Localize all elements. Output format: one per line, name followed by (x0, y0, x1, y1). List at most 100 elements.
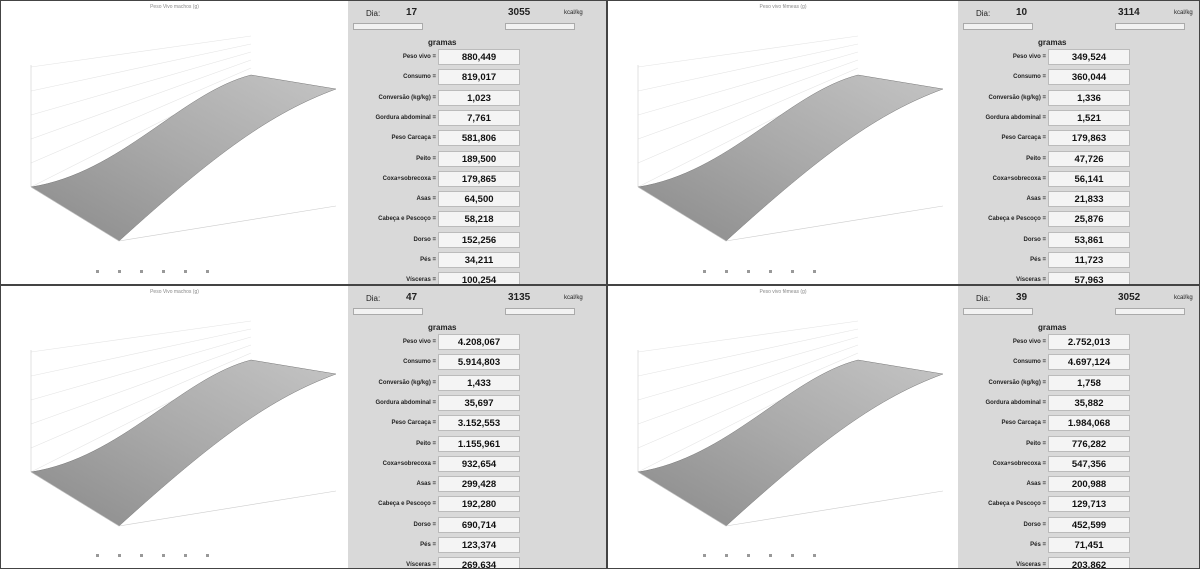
dia-value: 10 (1016, 7, 1028, 18)
chart-title: Peso Vivo machos (g) (150, 4, 199, 10)
grid-line (30, 51, 252, 116)
axis (637, 186, 727, 242)
field-label: Peso vivo = (1012, 339, 1046, 345)
legend-swatch (747, 270, 750, 273)
field-value: 152,256 (438, 231, 520, 248)
grid-line (30, 35, 252, 68)
field-value: 1,023 (438, 89, 520, 106)
chart-title: Peso Vivo machos (g) (150, 289, 199, 295)
field-label: Pés = (420, 257, 436, 263)
legend-swatch (96, 270, 99, 273)
grid-line (30, 336, 252, 401)
field-label: Peito = (1026, 155, 1046, 162)
grid-line (637, 35, 859, 68)
dia-slider[interactable] (353, 308, 423, 315)
field-value: 1,758 (1048, 374, 1130, 391)
surface (30, 359, 337, 527)
field-value: 4.208,067 (438, 334, 520, 350)
legend-swatch (162, 554, 165, 557)
chart-title: Peso vivo fêmeas (g) (759, 4, 807, 10)
dia-label: Dia: (366, 294, 381, 303)
kcal-slider[interactable] (505, 23, 575, 30)
surface-chart (637, 320, 944, 557)
grid-line (30, 328, 252, 377)
field-value: 64,500 (438, 191, 520, 208)
dia-slider[interactable] (963, 308, 1033, 315)
field-label: Pés = (420, 542, 436, 548)
field-label: Gordura abdominal = (985, 114, 1046, 121)
field-label: Asas = (416, 196, 436, 203)
grid-line (637, 51, 859, 116)
grid-line (30, 67, 252, 164)
legend-swatch (703, 554, 706, 557)
dia-slider[interactable] (353, 23, 423, 30)
field-label: Peso Carcaça = (1001, 420, 1046, 427)
axis (118, 490, 337, 527)
panel: Peso Vivo machos (g) Dia: 17 3055 kcal/kg gra… (0, 0, 607, 285)
field-label: Dorso = (413, 521, 436, 528)
field-value: 1.984,068 (1048, 415, 1130, 432)
grid-line (637, 344, 859, 425)
field-value: 35,697 (438, 394, 520, 411)
legend-swatch (703, 270, 706, 273)
legend-swatch (791, 270, 794, 273)
field-value: 7,761 (438, 109, 520, 126)
field-label: Vísceras = (406, 277, 436, 284)
form: Dia: 10 3114 kcal/kg gramas Peso vivo = 349,52… (958, 1, 1199, 284)
form: Dia: 39 3052 kcal/kg gramas Peso vivo = 2.752,… (958, 286, 1199, 568)
field-value: 100,254 (438, 272, 520, 284)
field-value: 547,356 (1048, 455, 1130, 472)
field-value: 269,634 (438, 557, 520, 568)
kcal-slider[interactable] (505, 308, 575, 315)
field-value: 776,282 (1048, 435, 1130, 452)
grid-line (30, 352, 252, 449)
field-label: Consumo = (1013, 359, 1046, 366)
field-value: 189,500 (438, 150, 520, 167)
field-label: Cabeça e Pescoço = (988, 501, 1046, 508)
field-value: 299,428 (438, 476, 520, 493)
dia-slider[interactable] (963, 23, 1033, 30)
kcal-unit: kcal/kg (564, 295, 583, 301)
legend-swatch (206, 554, 209, 557)
field-label: Dorso = (1023, 236, 1046, 243)
field-label: Conversão (kg/kg) = (988, 379, 1046, 386)
legend-swatch (206, 270, 209, 273)
field-value: 11,723 (1048, 252, 1130, 268)
field-label: Coxa+sobrecoxa = (992, 460, 1046, 467)
panel: Peso vivo fêmeas (g) Dia: 10 3114 kcal/kg gra… (607, 0, 1200, 285)
field-value: 3.152,553 (438, 415, 520, 432)
grid-line (637, 336, 859, 401)
field-value: 21,833 (1048, 191, 1130, 208)
axis (637, 471, 727, 527)
field-value: 349,524 (1048, 49, 1130, 65)
dia-label: Dia: (976, 294, 991, 303)
field-label: Cabeça e Pescoço = (378, 501, 436, 508)
panel: Peso vivo fêmeas (g) Dia: 39 3052 kcal/kg gra… (607, 285, 1200, 569)
kcal-slider[interactable] (1115, 23, 1185, 30)
field-value: 57,963 (1048, 272, 1130, 284)
field-label: Peso vivo = (402, 339, 436, 345)
legend-swatch (725, 554, 728, 557)
field-label: Asas = (416, 481, 436, 488)
kcal-slider[interactable] (1115, 308, 1185, 315)
field-value: 4.697,124 (1048, 354, 1130, 371)
grid-line (637, 320, 859, 353)
grid-line (637, 352, 859, 449)
field-value: 192,280 (438, 496, 520, 513)
field-label: Cabeça e Pescoço = (988, 216, 1046, 223)
dia-label: Dia: (366, 9, 381, 18)
legend-swatch (184, 270, 187, 273)
field-label: Peito = (416, 440, 436, 447)
field-label: Peito = (416, 155, 436, 162)
field-value: 360,044 (1048, 69, 1130, 86)
dia-value: 47 (406, 292, 418, 303)
field-label: Gordura abdominal = (375, 114, 436, 121)
field-value: 819,017 (438, 69, 520, 86)
gramas-label: gramas (1038, 38, 1067, 47)
field-label: Gordura abdominal = (985, 399, 1046, 406)
field-label: Vísceras = (406, 562, 436, 569)
field-value: 5.914,803 (438, 354, 520, 371)
grid-line (30, 59, 252, 140)
field-value: 452,599 (1048, 516, 1130, 533)
